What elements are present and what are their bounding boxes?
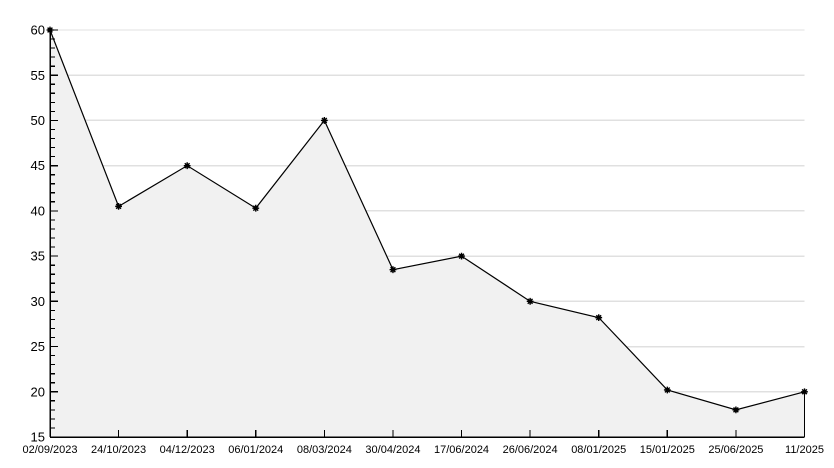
data-point-marker — [322, 118, 327, 123]
x-tick-label: 30/04/2024 — [365, 444, 420, 456]
y-tick-label: 55 — [31, 68, 45, 83]
data-point-marker — [665, 387, 670, 393]
x-tick-label: 08/03/2024 — [297, 444, 352, 456]
data-point-marker — [459, 254, 464, 259]
y-tick-label: 50 — [31, 113, 45, 128]
y-tick-label: 45 — [31, 158, 45, 173]
x-tick-label: 06/01/2024 — [228, 444, 283, 456]
data-point-marker — [47, 27, 53, 33]
y-tick-label: 25 — [31, 339, 45, 354]
series-line — [49, 29, 805, 411]
x-tick-label: 08/01/2025 — [571, 444, 626, 456]
x-tick-label: 26/06/2024 — [503, 444, 558, 456]
area-fill — [50, 30, 805, 437]
y-tick-label: 30 — [31, 294, 45, 309]
x-tick-label: 04/12/2023 — [160, 444, 215, 456]
data-point-marker — [116, 204, 121, 209]
data-point-marker — [185, 163, 190, 168]
data-point-marker — [596, 315, 601, 320]
y-tick-label: 60 — [31, 23, 45, 38]
data-point-marker — [733, 407, 739, 412]
x-tick-label: 15/01/2025 — [640, 444, 695, 456]
data-point-marker — [253, 206, 258, 211]
x-tick-label: 24/10/2023 — [91, 444, 146, 456]
x-tick-label: 25/06/2025 — [708, 444, 763, 456]
x-tick-label: 17/06/2024 — [434, 444, 489, 456]
x-tick-label: 11/2025 — [785, 444, 824, 456]
x-tick-label: 02/09/2023 — [22, 444, 77, 456]
y-tick-label: 15 — [31, 430, 45, 445]
y-tick-label: 40 — [31, 203, 45, 218]
data-point-marker — [528, 299, 533, 304]
y-tick-label: 35 — [31, 249, 45, 264]
y-tick-label: 20 — [31, 384, 45, 399]
data-point-marker — [390, 267, 396, 272]
data-point-marker — [802, 389, 807, 394]
